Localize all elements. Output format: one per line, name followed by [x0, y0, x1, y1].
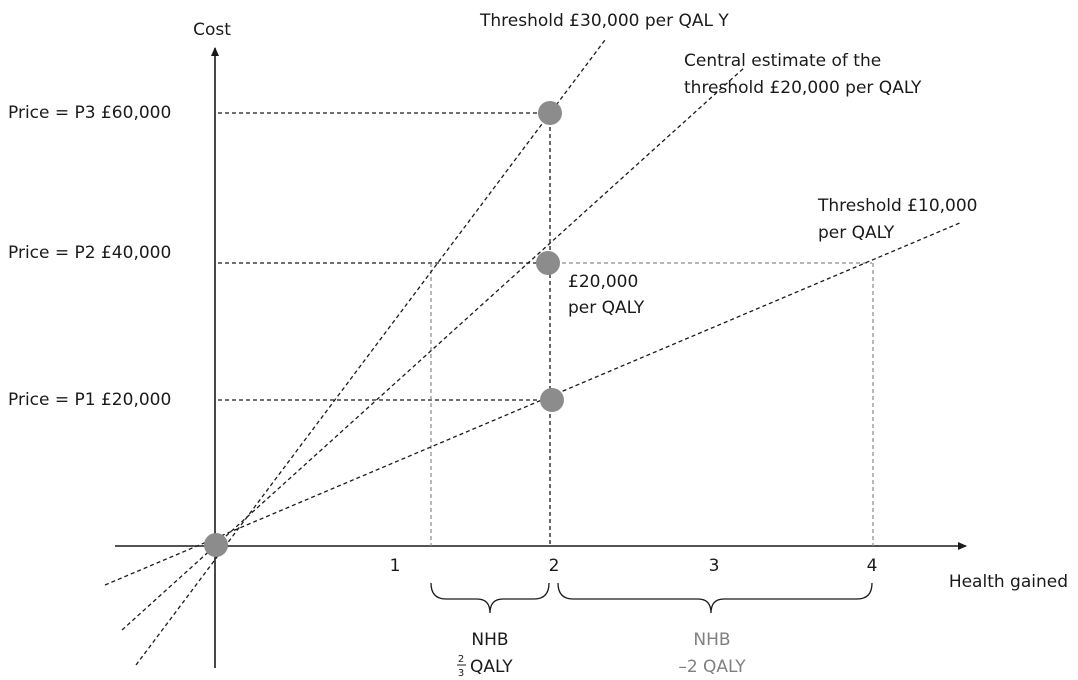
point-p1	[540, 388, 564, 412]
nhb-right-brace	[557, 582, 873, 614]
point-p2-label-line2: per QALY	[568, 298, 645, 318]
point-p2	[536, 251, 560, 275]
origin-point	[204, 533, 228, 557]
threshold-10000-label-line2: per QALY	[818, 223, 895, 243]
threshold-30000-line	[135, 39, 606, 666]
threshold-20000-label-line2: threshold £20,000 per QALY	[684, 78, 922, 98]
nhb-left-value: 2 3 QALY	[457, 654, 513, 679]
x-tick-4: 4	[867, 556, 878, 576]
nhb-left-fraction-denominator: 3	[458, 668, 464, 679]
point-p2-label-line1: £20,000	[568, 272, 638, 292]
price-p2-label: Price = P2 £40,000	[8, 243, 171, 263]
point-p3	[538, 101, 562, 125]
y-axis-label: Cost	[193, 20, 231, 40]
nhb-left-brace	[430, 582, 550, 614]
nhb-left-fraction-numerator: 2	[458, 654, 464, 665]
nhb-right-value: –2 QALY	[678, 657, 746, 677]
threshold-10000-label-line1: Threshold £10,000	[817, 196, 977, 216]
price-p1-label: Price = P1 £20,000	[8, 390, 171, 410]
x-axis-label: Health gained	[949, 572, 1068, 592]
x-tick-1: 1	[390, 556, 401, 576]
threshold-20000-label-line1: Central estimate of the	[684, 51, 881, 71]
threshold-30000-label: Threshold £30,000 per QAL Y	[479, 11, 729, 31]
x-tick-2: 2	[549, 556, 560, 576]
threshold-10000-line	[104, 221, 963, 586]
x-tick-3: 3	[709, 556, 720, 576]
nhb-right-title: NHB	[693, 630, 730, 650]
nhb-left-unit: QALY	[470, 657, 513, 677]
price-p3-label: Price = P3 £60,000	[8, 103, 171, 123]
nhb-left-title: NHB	[471, 630, 508, 650]
